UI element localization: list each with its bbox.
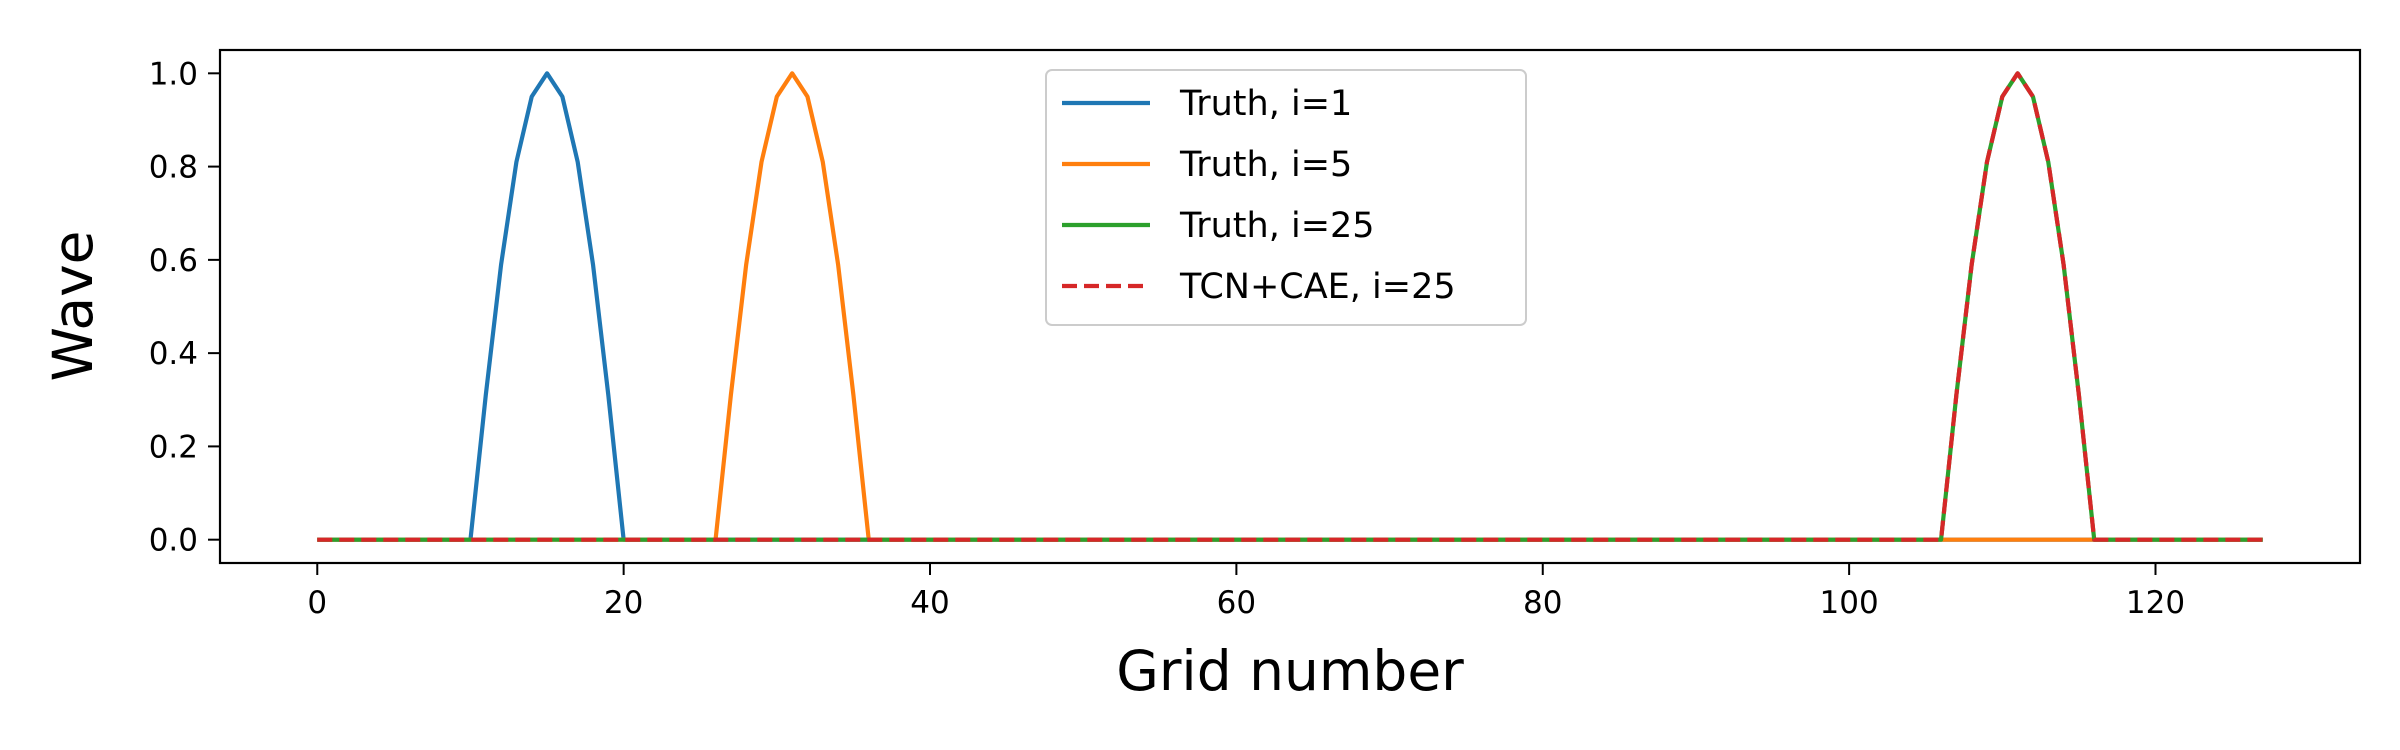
series-line-4 — [317, 71, 2263, 542]
x-tick-label: 60 — [1217, 585, 1256, 621]
y-tick-label: 0.2 — [149, 429, 198, 465]
x-tick-label: 0 — [307, 585, 327, 621]
y-tick-label: 1.0 — [149, 56, 198, 92]
series-line-1 — [317, 71, 2263, 542]
y-tick-label: 0.8 — [149, 150, 198, 186]
x-tick-label: 120 — [2126, 585, 2185, 621]
legend: Truth, i=1 Truth, i=5 Truth, i=25 TCN+CAE, … — [1045, 69, 1527, 326]
x-axis-ticks: 0 20 40 60 80 100 120 — [307, 563, 2185, 621]
plot-frame — [218, 48, 2362, 565]
legend-box — [1045, 69, 1527, 326]
x-tick-label: 80 — [1523, 585, 1562, 621]
x-axis-title: Grid number — [1116, 639, 1464, 703]
legend-label-2: Truth, i=5 — [1179, 145, 1352, 185]
y-axis-ticks: 0.0 0.2 0.4 0.6 0.8 1.0 — [149, 56, 220, 559]
x-tick-label: 40 — [910, 585, 949, 621]
legend-label-1: Truth, i=1 — [1179, 84, 1352, 124]
x-tick-label: 20 — [604, 585, 643, 621]
y-tick-label: 0.0 — [149, 523, 198, 559]
series-layer — [317, 71, 2263, 542]
legend-label-4: TCN+CAE, i=25 — [1179, 267, 1456, 307]
y-axis-title: Wave — [41, 231, 105, 382]
legend-label-3: Truth, i=25 — [1179, 206, 1375, 246]
y-tick-label: 0.4 — [149, 336, 198, 372]
x-tick-label: 100 — [1820, 585, 1879, 621]
y-tick-label: 0.6 — [149, 243, 198, 279]
series-line-2 — [317, 71, 2263, 542]
